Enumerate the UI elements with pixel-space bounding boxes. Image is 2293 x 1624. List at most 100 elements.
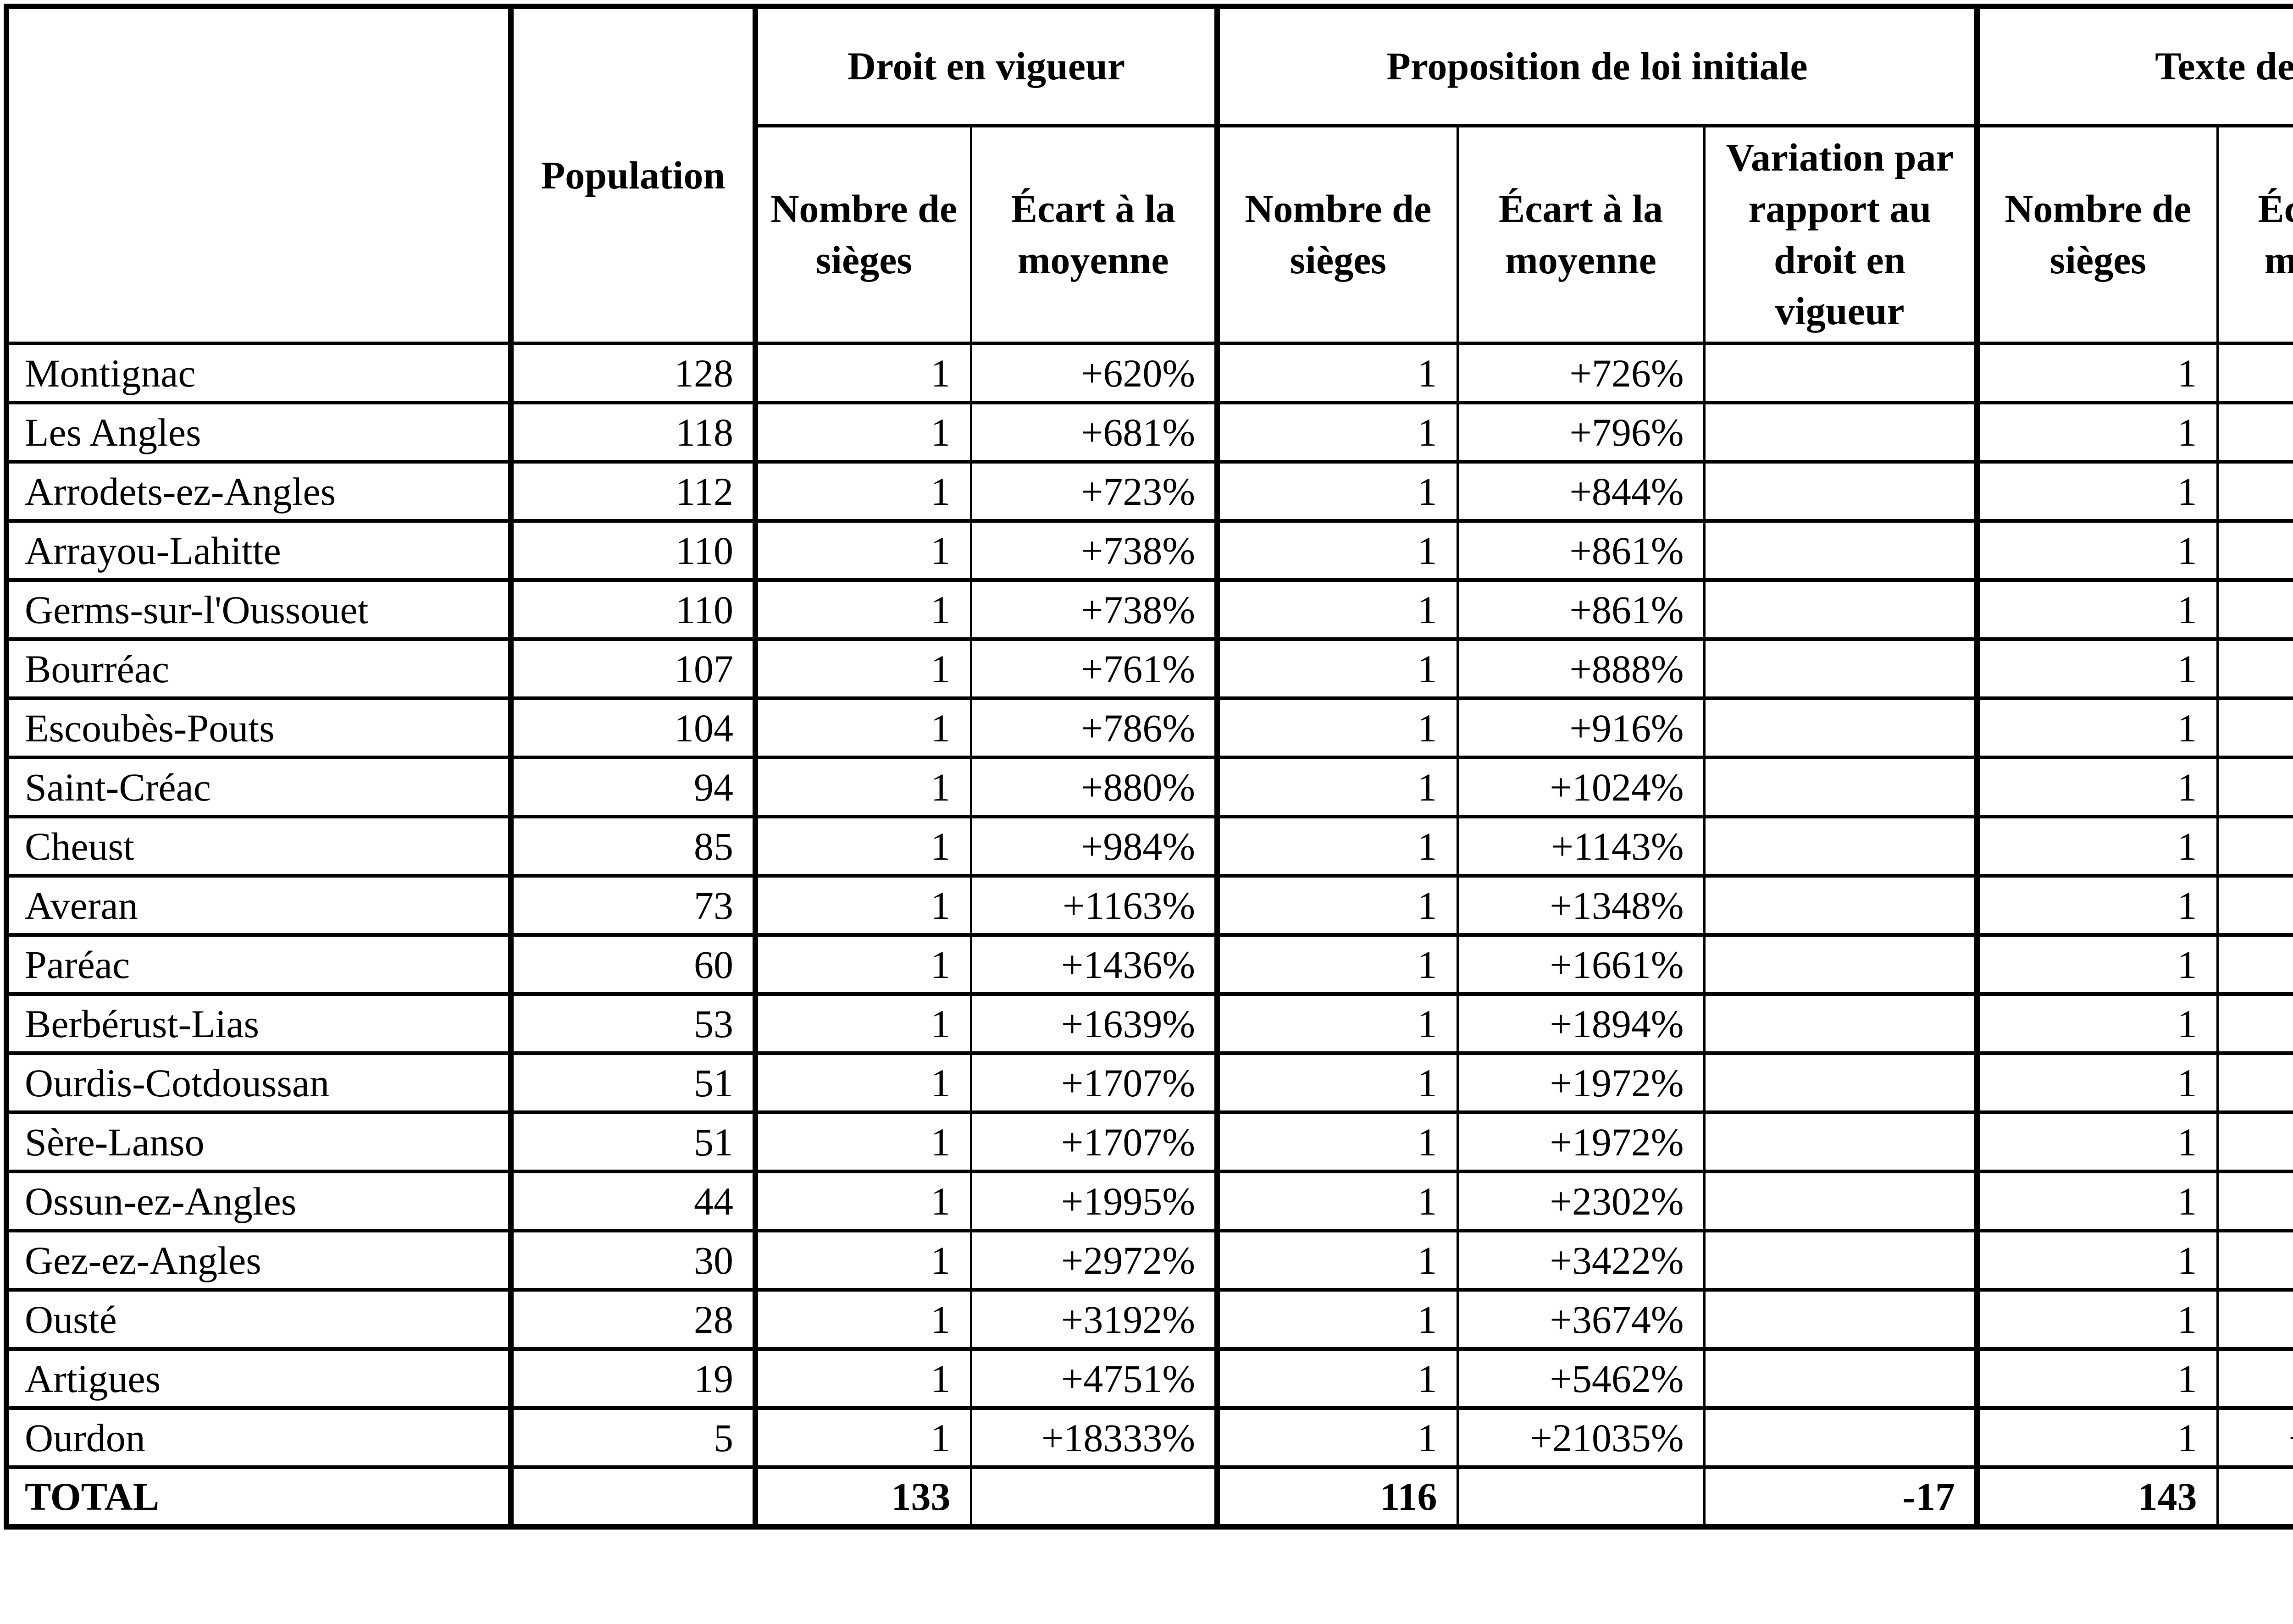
commission-sieges-value: 1 (1974, 1110, 2219, 1174)
proposition-ecart-value: +916% (1456, 696, 1706, 760)
commission-ecart-value: +570% (2216, 342, 2293, 405)
droit-sieges-value: 1 (753, 1170, 972, 1233)
proposition-sieges-value: 1 (1214, 874, 1459, 937)
commune-name: Montignac (5, 342, 512, 405)
total-droit-ecart (969, 1465, 1219, 1529)
commission-sieges-value: 1 (1974, 756, 2219, 819)
proposition-sieges-value: 1 (1214, 1051, 1459, 1115)
droit-ecart-value: +1163% (969, 874, 1219, 937)
droit-sieges-value: 1 (753, 460, 972, 523)
total-label: TOTAL (5, 1465, 512, 1529)
proposition-variation-value (1703, 1347, 1978, 1410)
proposition-ecart-value: +844% (1456, 460, 1706, 523)
proposition-sieges-value: 1 (1214, 815, 1459, 878)
total-droit-sieges: 133 (753, 1465, 972, 1529)
commission-sieges-value: 1 (1974, 401, 2219, 464)
droit-sieges-value: 1 (753, 637, 972, 701)
proposition-variation-value (1703, 1051, 1978, 1115)
droit-ecart-value: +3192% (969, 1288, 1219, 1351)
droit-sieges-value: 1 (753, 1110, 972, 1174)
proposition-sieges-value: 1 (1214, 992, 1459, 1055)
proposition-ecart-value: +1894% (1456, 992, 1706, 1055)
population-value: 30 (508, 1229, 757, 1292)
proposition-ecart-value: +1348% (1456, 874, 1706, 937)
commission-ecart-value: +1329% (2216, 933, 2293, 996)
subheader-proposition-variation: Variation par rapport au droit en vigueu… (1703, 123, 1978, 346)
droit-ecart-value: +4751% (969, 1347, 1219, 1410)
droit-ecart-value: +1995% (969, 1170, 1219, 1233)
population-value: 128 (508, 342, 757, 405)
commission-sieges-value: 1 (1974, 1051, 2219, 1115)
proposition-ecart-value: +1661% (1456, 933, 1706, 996)
total-population (508, 1465, 757, 1529)
commission-ecart-value: +2961% (2216, 1288, 2293, 1351)
proposition-ecart-value: +861% (1456, 578, 1706, 641)
commune-name: Ourdon (5, 1406, 512, 1469)
droit-ecart-value: +880% (969, 756, 1219, 819)
population-value: 51 (508, 1051, 757, 1115)
droit-sieges-value: 1 (753, 696, 972, 760)
commune-name: Les Angles (5, 401, 512, 464)
total-commission-ecart (2216, 1465, 2293, 1529)
proposition-ecart-value: +2302% (1456, 1170, 1706, 1233)
proposition-sieges-value: 1 (1214, 756, 1459, 819)
droit-ecart-value: +761% (969, 637, 1219, 701)
proposition-sieges-value: 1 (1214, 401, 1459, 464)
subheader-droit-ecart-moyenne: Écart à la moyenne (969, 123, 1219, 346)
droit-ecart-value: +18333% (969, 1406, 1219, 1469)
total-proposition-sieges: 116 (1214, 1465, 1459, 1529)
droit-ecart-value: +1707% (969, 1051, 1219, 1115)
commission-ecart-value: +1074% (2216, 874, 2293, 937)
commission-sieges-value: 1 (1974, 1170, 2219, 1233)
reapportionment-table: Population Droit en vigueur Proposition … (4, 4, 2293, 1530)
population-value: 60 (508, 933, 757, 996)
commission-sieges-value: 1 (1974, 696, 2219, 760)
droit-sieges-value: 1 (753, 1406, 972, 1469)
droit-sieges-value: 1 (753, 342, 972, 405)
header-population: Population (508, 4, 757, 346)
proposition-sieges-value: 1 (1214, 1110, 1459, 1174)
commune-name: Arrayou-Lahitte (5, 519, 512, 582)
droit-sieges-value: 1 (753, 1229, 972, 1292)
group-header-texte-de-la-commission: Texte de la commission (1974, 5, 2293, 127)
commune-name: Arrodets-ez-Angles (5, 460, 512, 523)
commune-name: Sère-Lanso (5, 1110, 512, 1174)
total-proposition-ecart (1456, 1465, 1706, 1529)
proposition-variation-value (1703, 696, 1978, 760)
commune-name: Ourdis-Cotdoussan (5, 1051, 512, 1115)
droit-ecart-value: +738% (969, 578, 1219, 641)
proposition-ecart-value: +3422% (1456, 1229, 1706, 1292)
proposition-sieges-value: 1 (1214, 1406, 1459, 1469)
proposition-variation-value (1703, 756, 1978, 819)
proposition-variation-value (1703, 1170, 1978, 1233)
droit-ecart-value: +1639% (969, 992, 1219, 1055)
commission-ecart-value: +665% (2216, 460, 2293, 523)
commune-name: Berbérust-Lias (5, 992, 512, 1055)
population-value: 53 (508, 992, 757, 1055)
commune-name: Averan (5, 874, 512, 937)
proposition-ecart-value: +796% (1456, 401, 1706, 464)
population-value: 107 (508, 637, 757, 701)
commission-ecart-value: +812% (2216, 756, 2293, 819)
droit-sieges-value: 1 (753, 815, 972, 878)
commission-ecart-value: +1581% (2216, 1051, 2293, 1115)
proposition-ecart-value: +1972% (1456, 1110, 1706, 1174)
proposition-sieges-value: 1 (1214, 1288, 1459, 1351)
commune-name: Bourréac (5, 637, 512, 701)
commission-sieges-value: 1 (1974, 519, 2219, 582)
subheader-proposition-nombre-de-sieges: Nombre de sièges (1214, 123, 1459, 346)
proposition-sieges-value: 1 (1214, 1170, 1459, 1233)
droit-ecart-value: +738% (969, 519, 1219, 582)
proposition-sieges-value: 1 (1214, 1347, 1459, 1410)
proposition-variation-value (1703, 1229, 1978, 1292)
proposition-ecart-value: +3674% (1456, 1288, 1706, 1351)
